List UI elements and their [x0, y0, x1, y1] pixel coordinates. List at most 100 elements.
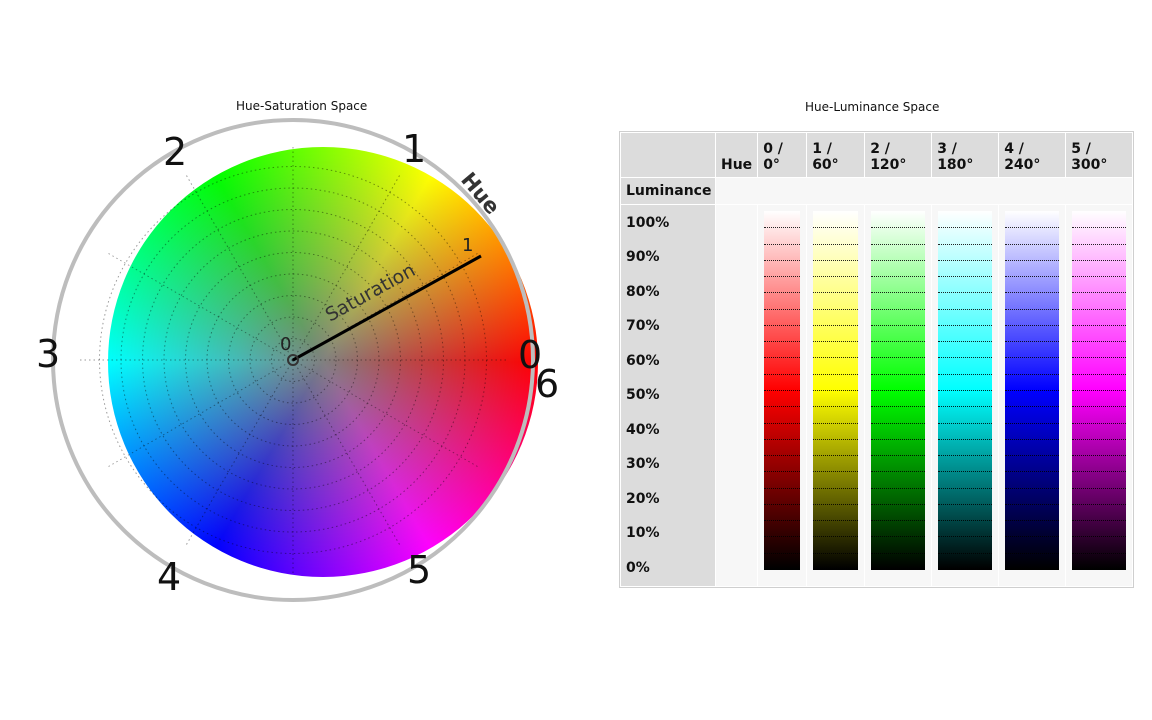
strip-gridline: [871, 487, 926, 489]
strip-gridline: [871, 520, 926, 522]
strip-gridline: [1072, 503, 1127, 505]
luminance-strip-yellow: [813, 211, 859, 570]
strip-gridline: [764, 536, 801, 538]
strip-gridline: [1005, 259, 1060, 261]
hue-number-1: 1: [402, 127, 426, 171]
corner-cell: [621, 133, 715, 177]
luminance-row-label: 70%: [621, 309, 715, 343]
hue-column-header-2: 2 / 120°: [865, 133, 932, 177]
strip-gridline: [871, 536, 926, 538]
strip-gridline: [764, 276, 801, 278]
strip-gridline: [764, 503, 801, 505]
strip-gridline: [1072, 536, 1127, 538]
strip-gridline: [871, 406, 926, 408]
hue-grid-spoke: [185, 359, 294, 547]
luminance-row-label: 80%: [621, 275, 715, 309]
strip-gridline: [813, 292, 859, 294]
strip-gridline: [938, 276, 993, 278]
strip-gridline: [1072, 308, 1127, 310]
strip-gridline: [938, 227, 993, 229]
luminance-row-label: 50%: [621, 378, 715, 412]
strip-gridline: [1072, 324, 1127, 326]
strip-gridline: [871, 357, 926, 359]
strip-gridline: [1005, 292, 1060, 294]
saturation-grid-circle: [99, 166, 487, 554]
strip-gridline: [813, 308, 859, 310]
strip-gridline: [764, 341, 801, 343]
strip-gridline: [938, 357, 993, 359]
strip-gridline: [1072, 422, 1127, 424]
hue-column-header-1: 1 /60°: [807, 133, 865, 177]
hue-grid-spoke: [292, 359, 480, 468]
strip-gridline: [764, 438, 801, 440]
saturation-grid-circle: [163, 230, 423, 490]
strip-gridline: [938, 503, 993, 505]
strip-gridline: [1072, 243, 1127, 245]
luminance-row-label: 40%: [621, 413, 715, 447]
strip-gridline: [764, 487, 801, 489]
strip-gridline: [1005, 243, 1060, 245]
strip-gridline: [1005, 552, 1060, 554]
strip-gridline: [1072, 406, 1127, 408]
luminance-strip-cell-3: [932, 205, 999, 586]
hue-grid-spoke: [106, 359, 294, 468]
strip-gridline: [813, 406, 859, 408]
outer-hue-ring: [51, 118, 535, 602]
strip-gridline: [1005, 487, 1060, 489]
strip-gridline: [1072, 471, 1127, 473]
hue-column-header-3: 3 / 180°: [932, 133, 999, 177]
center-dot: [287, 354, 299, 366]
strip-gridline: [764, 357, 801, 359]
saturation-grid-circle: [120, 187, 466, 533]
luminance-strip-magenta: [1072, 211, 1127, 570]
strip-bottom-edge: [1072, 569, 1127, 570]
strip-gridline: [938, 438, 993, 440]
luminance-strip-cell-1: [807, 205, 865, 586]
strip-bottom-edge: [871, 569, 926, 570]
strip-gridline: [938, 373, 993, 375]
strip-gridline: [764, 373, 801, 375]
strip-gridline: [938, 552, 993, 554]
strip-gridline: [871, 471, 926, 473]
luminance-label-list: 100% 90% 80% 70% 60% 50% 40% 30% 20% 10% 0%: [621, 205, 715, 586]
luminance-strip-cell-2: [865, 205, 932, 586]
hue-column-header-0: 0 /0°: [758, 133, 807, 177]
saturation-grid-circle: [228, 295, 358, 425]
strip-bottom-edge: [938, 569, 993, 570]
strip-gridline: [764, 308, 801, 310]
luminance-strip-red: [764, 211, 801, 570]
strip-gridline: [1005, 406, 1060, 408]
strip-gridline: [871, 503, 926, 505]
hue-saturation-wheel: 0 1 Saturation Hue 0 1 2 3 4 5 6: [30, 110, 570, 610]
strip-gridline: [938, 455, 993, 457]
strip-gridline: [764, 324, 801, 326]
strip-gridline: [1005, 308, 1060, 310]
strip-gridline: [813, 455, 859, 457]
strip-gridline: [871, 422, 926, 424]
hue-column-header-5: 5 / 300°: [1066, 133, 1133, 177]
strip-gridline: [1005, 471, 1060, 473]
strip-gridline: [871, 455, 926, 457]
saturation-grid-circle: [185, 252, 401, 468]
luminance-strip-green: [871, 211, 926, 570]
hue-grid-spoke: [292, 359, 401, 547]
hue-saturation-caption: Hue-Saturation Space: [236, 99, 368, 113]
saturation-zero-label: 0: [280, 334, 291, 355]
hue-number-5: 5: [407, 548, 431, 592]
strip-gridline: [1005, 390, 1060, 391]
strip-gridline: [1005, 520, 1060, 522]
luminance-strip-cell-4: [999, 205, 1066, 586]
strip-gridline: [1005, 422, 1060, 424]
saturation-grid-circles: [99, 166, 487, 554]
strip-gridline: [938, 536, 993, 538]
luminance-header-spacer: [716, 178, 1133, 204]
strip-gridline: [1005, 341, 1060, 343]
strip-gridline: [938, 259, 993, 261]
strip-gridline: [1072, 292, 1127, 294]
luminance-labels-column: 100% 90% 80% 70% 60% 50% 40% 30% 20% 10% 0%: [621, 205, 715, 586]
hue-number-4: 4: [157, 555, 181, 599]
hue-number-2: 2: [163, 130, 187, 174]
strip-gridline: [813, 341, 859, 343]
strip-gridline: [764, 227, 801, 229]
strip-gridline: [938, 390, 993, 391]
